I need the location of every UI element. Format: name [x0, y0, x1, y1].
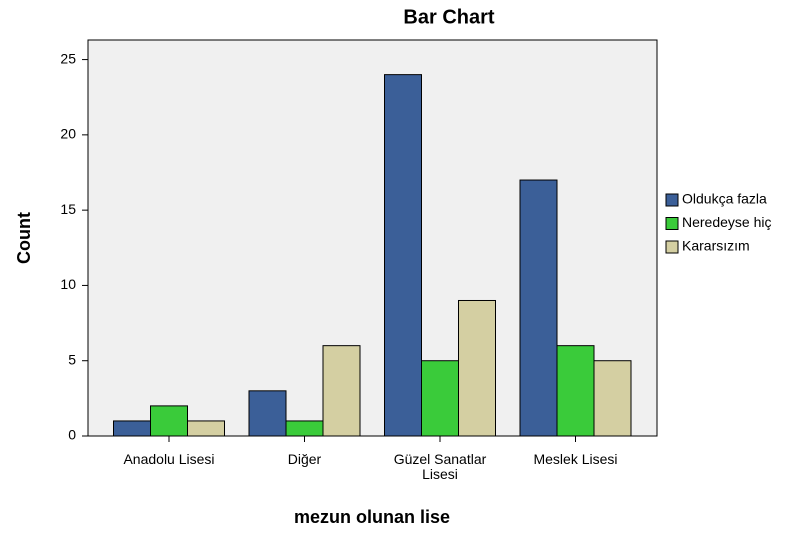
bar: [248, 390, 287, 437]
x-axis-title: mezun olunan lise: [294, 507, 450, 527]
bar: [113, 420, 151, 437]
bar: [519, 179, 558, 437]
legend-label: Oldukça fazla: [682, 191, 767, 207]
bar: [150, 405, 188, 437]
y-tick-label: 25: [60, 50, 76, 66]
bar: [421, 360, 459, 437]
x-tick-label: Diğer: [287, 451, 322, 467]
legend-swatch: [665, 193, 679, 207]
y-tick-label: 10: [60, 276, 76, 292]
bar: [187, 420, 225, 437]
y-tick-label: 15: [60, 201, 76, 217]
chart-title: Bar Chart: [403, 6, 494, 28]
y-axis-title: Count: [14, 212, 34, 264]
bar: [556, 345, 595, 437]
bar: [285, 420, 324, 437]
y-tick-label: 20: [60, 126, 76, 142]
x-tick-label: Meslek Lisesi: [533, 451, 618, 467]
y-tick-label: 5: [68, 351, 76, 367]
bar: [384, 74, 422, 437]
bar: [593, 360, 632, 437]
legend-label: Neredeyse hiç: [682, 214, 772, 230]
legend-swatch: [665, 240, 679, 254]
legend-label: Kararsızım: [682, 238, 750, 254]
bar: [458, 299, 496, 437]
x-tick-label: Güzel Sanatlar Lisesi: [393, 451, 487, 482]
y-tick-label: 0: [68, 427, 76, 443]
bar: [322, 345, 361, 437]
x-tick-label: Anadolu Lisesi: [123, 451, 215, 467]
legend-swatch: [665, 217, 679, 230]
